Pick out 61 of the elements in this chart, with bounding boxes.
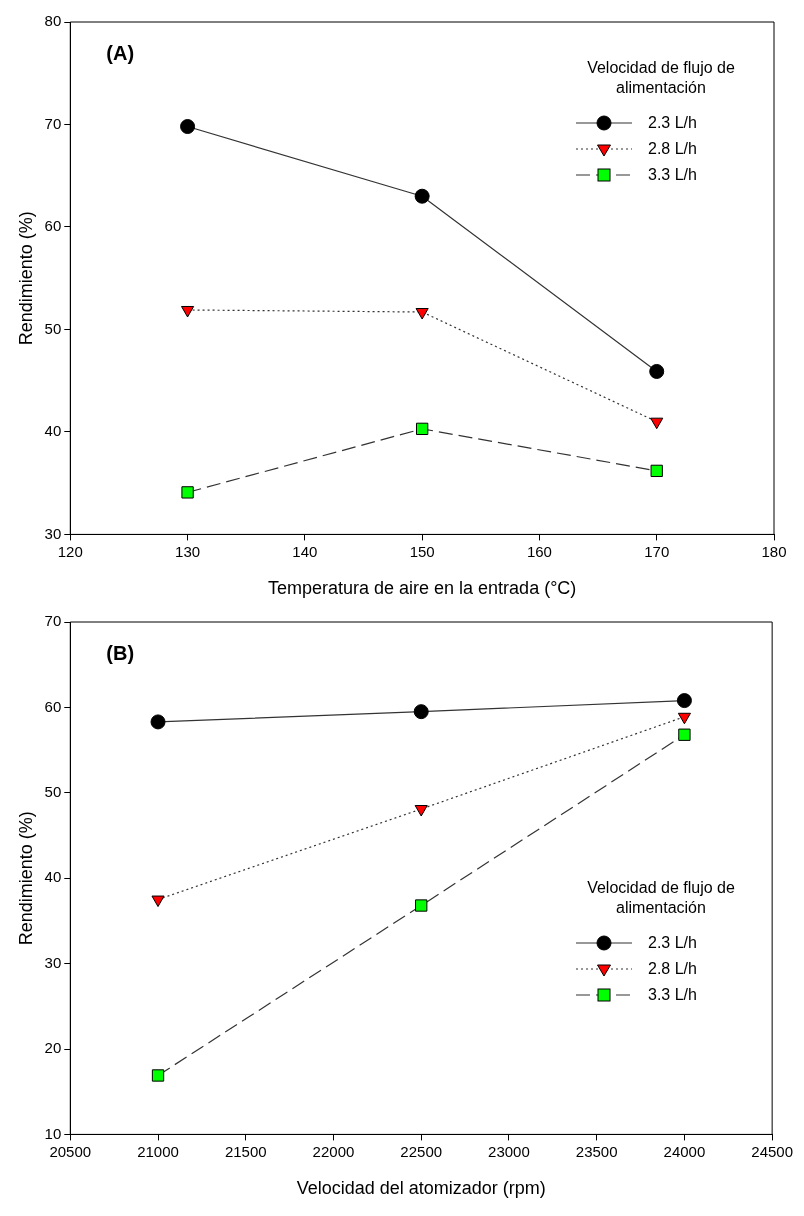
x-axis-title: Velocidad del atomizador (rpm) [296,1178,546,1199]
legend-label: 3.3 L/h [648,166,697,184]
legend-label: 2.8 L/h [648,140,697,158]
y-tick-label: 70 [44,612,62,630]
y-tick-label: 60 [44,697,62,715]
point [150,714,166,730]
y-tick-label: 40 [44,868,62,886]
y-tick-label: 30 [44,524,62,542]
legend-label: 3.3 L/h [648,986,697,1004]
x-tick-label: 170 [644,542,670,560]
point [414,805,428,817]
point [415,899,428,912]
y-tick-label: 50 [44,782,62,800]
x-tick-label: 23500 [575,1142,618,1160]
x-tick-label: 23000 [488,1142,530,1160]
x-tick-label: 140 [292,542,318,560]
point [415,422,429,435]
point [678,728,691,741]
x-tick-label: 150 [409,542,435,560]
legend-label: 2.3 L/h [648,114,697,132]
y-axis-title: Rendimiento (%) [15,211,36,346]
x-tick-label: 21000 [137,1142,179,1160]
y-tick-label: 10 [44,1124,62,1142]
x-tick-label: 22000 [312,1142,355,1160]
x-tick-label: 22500 [400,1142,443,1160]
y-tick-label: 80 [44,12,62,30]
point [650,417,664,430]
x-tick-label: 160 [526,542,552,560]
legend-label: 2.8 L/h [648,960,697,978]
x-tick-label: 24000 [663,1142,706,1160]
point [180,119,196,135]
point [677,712,691,725]
y-axis-title: Rendimiento (%) [15,811,36,946]
point [181,305,195,318]
x-tick-label: 21500 [224,1142,267,1160]
text: (B) [106,641,135,664]
point [649,363,665,379]
x-tick-label: 20500 [49,1142,92,1160]
point [414,188,430,204]
x-tick-label: 120 [57,542,83,560]
legend-title: Velocidad de flujo de alimentación [586,58,736,98]
point [413,704,429,720]
y-tick-label: 50 [44,319,62,337]
point [650,464,663,478]
point [151,895,165,908]
y-tick-label: 60 [44,217,62,235]
point [181,486,194,499]
x-axis-title: Temperatura de aire en la entrada (°C) [267,578,577,599]
x-tick-label: 130 [175,542,201,560]
y-tick-label: 70 [44,114,62,132]
x-tick-label: 180 [761,542,787,560]
y-tick-label: 20 [44,1039,62,1057]
point [676,693,692,709]
text: (A) [106,41,135,64]
point [415,308,429,320]
x-tick-label: 24500 [751,1142,793,1160]
y-tick-label: 40 [44,422,62,440]
y-tick-label: 30 [44,953,62,971]
point [151,1069,165,1082]
legend-label: 2.3 L/h [648,934,697,952]
legend-title: Velocidad de flujo de alimentación [586,878,736,918]
